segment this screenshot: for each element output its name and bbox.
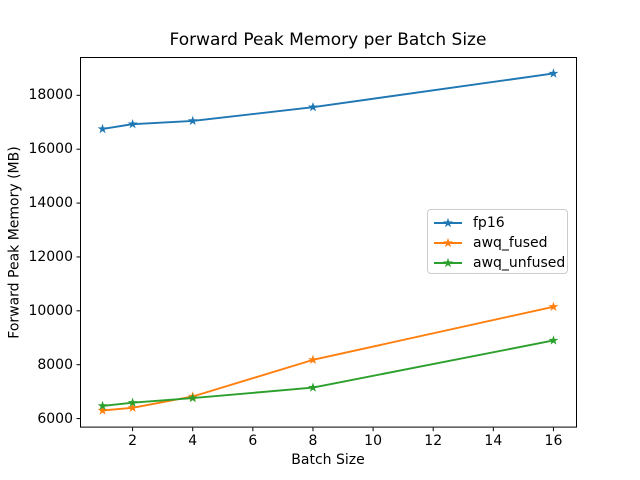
legend-star-marker (443, 257, 453, 268)
legend-star-marker (443, 217, 453, 228)
series-awq_fused (97, 301, 559, 415)
marker-awq_fused (97, 405, 108, 415)
marker-awq_unfused (187, 392, 198, 403)
legend-line-swatch-awq_unfused (434, 257, 462, 268)
marker-fp16 (127, 118, 138, 129)
y-tick-label: 14000 (28, 195, 73, 212)
x-tick-label: 2 (128, 433, 138, 449)
y-tick-label: 8000 (37, 356, 73, 373)
legend-label: awq_fused (473, 235, 548, 251)
marker-fp16 (548, 68, 559, 78)
y-axis-label: Forward Peak Memory (MB) (6, 146, 23, 339)
x-tick-label: 16 (544, 433, 563, 449)
legend-item-awq_unfused[interactable]: awq_unfused (428, 253, 567, 273)
x-tick-label: 6 (248, 433, 258, 449)
marker-awq_fused (127, 402, 138, 413)
legend-label: fp16 (473, 215, 505, 231)
y-tick-label: 16000 (28, 141, 73, 158)
series-line-awq_unfused (101, 339, 555, 407)
marker-awq_unfused (548, 335, 559, 345)
x-tick-label: 4 (188, 433, 198, 449)
x-ticks (132, 427, 554, 432)
marker-awq_unfused (97, 400, 108, 411)
legend-line-swatch-awq_fused (434, 237, 462, 248)
y-tick-label: 12000 (28, 248, 73, 265)
series-line-fp16 (101, 72, 555, 130)
x-axis-label: Batch Size (291, 452, 365, 468)
legend[interactable]: fp16 awq_fused awq_unfused (427, 209, 568, 274)
x-tick-label: 8 (308, 433, 318, 449)
y-tick-label: 6000 (37, 410, 73, 427)
marker-fp16 (97, 123, 108, 134)
marker-awq_fused (548, 301, 559, 311)
marker-awq_unfused (308, 382, 318, 392)
legend-item-fp16[interactable]: fp16 (428, 213, 567, 233)
legend-label: awq_unfused (473, 255, 566, 271)
y-ticks (76, 94, 81, 420)
legend-star-marker (443, 237, 453, 248)
marker-fp16 (308, 101, 318, 112)
y-tick-label: 18000 (28, 87, 73, 104)
series-fp16 (97, 68, 559, 134)
marker-awq_fused (308, 354, 318, 365)
series-line-awq_fused (101, 305, 555, 412)
chart-title: Forward Peak Memory per Batch Size (169, 30, 487, 50)
marker-awq_unfused (127, 397, 138, 407)
legend-item-awq_fused[interactable]: awq_fused (428, 233, 567, 253)
y-tick-label: 10000 (28, 302, 73, 319)
axes-frame (80, 57, 577, 428)
series-awq_unfused (97, 335, 559, 411)
legend-line-swatch-fp16 (434, 217, 462, 228)
marker-fp16 (187, 115, 198, 126)
x-tick-label: 12 (424, 433, 443, 449)
x-tick-label: 10 (364, 433, 382, 449)
x-tick-label: 14 (484, 433, 503, 449)
